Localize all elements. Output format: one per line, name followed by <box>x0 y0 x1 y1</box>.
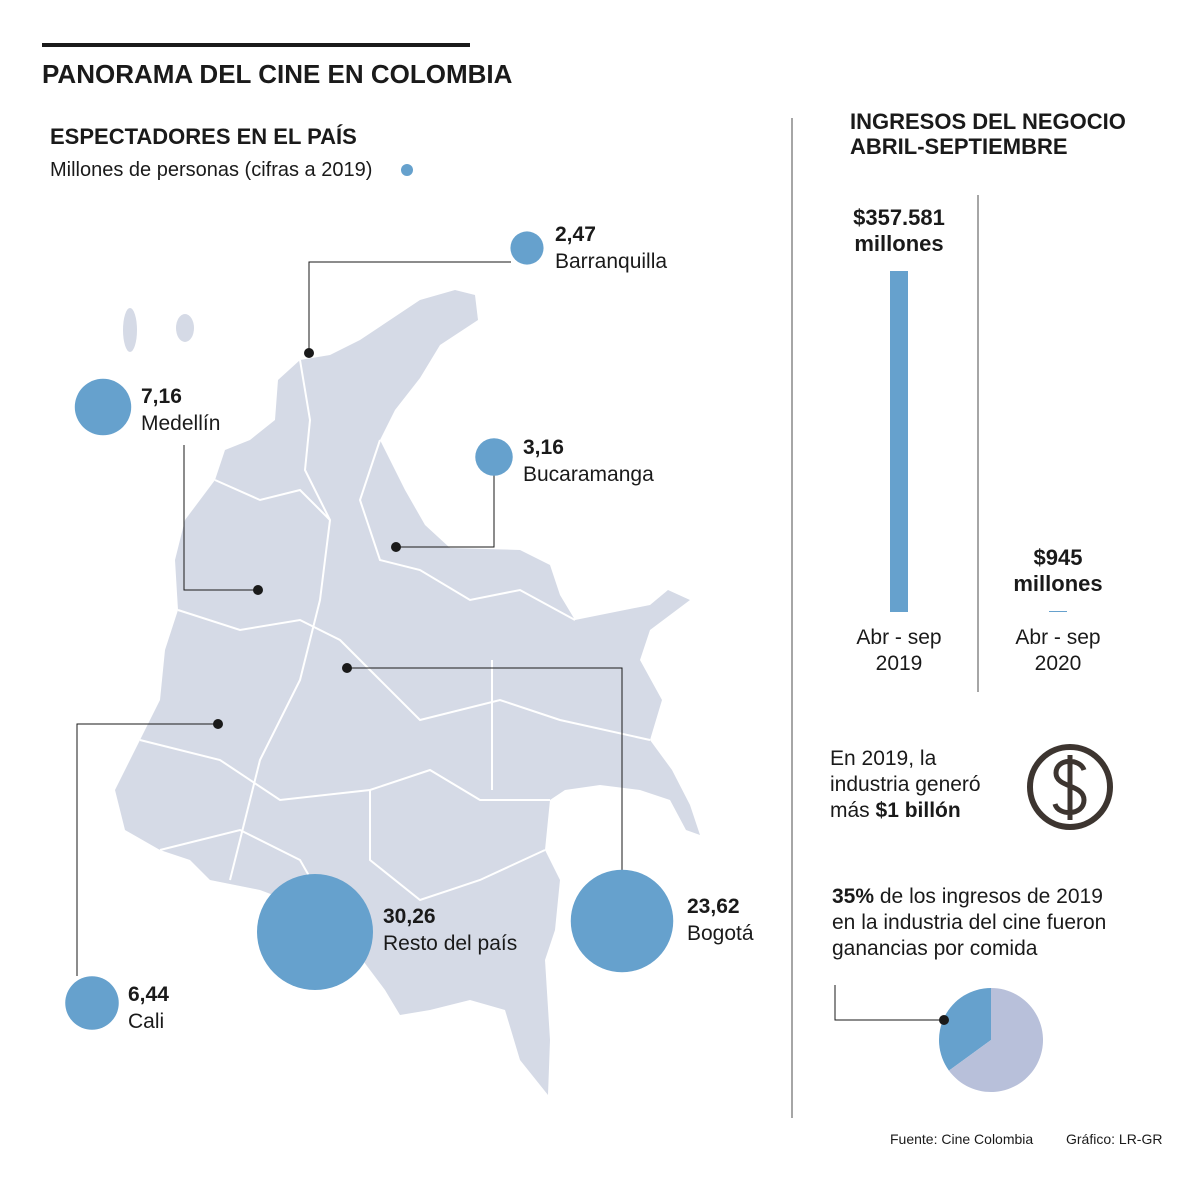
map-border <box>214 479 331 521</box>
map-island <box>176 314 194 342</box>
leader-line <box>183 445 258 591</box>
location-dot <box>213 719 223 729</box>
location-dot <box>304 348 314 358</box>
bubble <box>570 869 674 973</box>
subtitle: ABRIL-SEPTIEMBRE <box>850 134 1068 159</box>
value-label: 30,26 <box>383 905 436 928</box>
chart-title: PANORAMA DEL CINE EN COLOMBIA <box>42 59 513 89</box>
credit: Gráfico: LR-GR <box>1066 1131 1163 1147</box>
leader-line <box>834 985 944 1021</box>
subtitle-unit: Millones de personas (cifras a 2019) <box>50 159 373 181</box>
leader-line <box>347 667 623 873</box>
source: Fuente: Cine Colombia <box>890 1131 1034 1147</box>
pie-annotation: 35% de los ingresos de 2019 en la indust… <box>832 884 1132 962</box>
note-highlight: $1 billón <box>875 799 961 822</box>
annotation: de los ingresos de 2019 en la industria … <box>832 885 1107 960</box>
leader-line <box>308 261 511 353</box>
leader-line <box>76 723 218 976</box>
pie-slice <box>939 988 991 1071</box>
value-label: 6,44 <box>128 983 169 1006</box>
map-border <box>358 439 576 621</box>
subtitle: ESPECTADORES EN EL PAÍS <box>50 124 357 149</box>
category-label: Bogotá <box>687 922 754 945</box>
location-dot <box>342 663 352 673</box>
note: En 2019, la industria generó más $1 bill… <box>830 746 1008 824</box>
legend-dot <box>401 164 413 176</box>
title-rule <box>42 43 470 47</box>
value-label: $945 millones <box>1013 545 1103 596</box>
value-label: 2,47 <box>555 223 596 246</box>
value-label: 35% <box>832 885 875 908</box>
x-tick-label: Abr - sep 2020 <box>1015 626 1101 675</box>
location-dot <box>253 585 263 595</box>
map <box>115 290 700 1095</box>
map-country <box>115 290 700 1095</box>
value-label: 23,62 <box>687 895 740 918</box>
bubble <box>65 976 119 1030</box>
leader-line <box>396 475 495 548</box>
subtitle: INGRESOS DEL NEGOCIO <box>850 109 1126 134</box>
category-label: Medellín <box>141 412 221 435</box>
map-island <box>123 308 137 352</box>
value-label: 7,16 <box>141 385 182 408</box>
location-dot <box>391 542 401 552</box>
map-border <box>369 790 546 902</box>
dollar-icon-glyph <box>1052 755 1087 820</box>
dollar-icon <box>1027 744 1113 830</box>
map-borders <box>139 359 651 931</box>
bar <box>890 271 908 612</box>
category-label: Resto del país <box>383 932 518 955</box>
category-label: Cali <box>128 1010 165 1033</box>
note-text: En 2019, la industria generó más <box>830 747 981 822</box>
value-label: 3,16 <box>523 436 564 459</box>
bar <box>1049 611 1067 612</box>
value-label: $357.581 millones <box>853 205 945 256</box>
category-label: Bucaramanga <box>523 463 654 486</box>
map-border <box>177 609 651 741</box>
location-dot <box>939 1015 949 1025</box>
bubble <box>510 231 544 265</box>
pie-slice <box>948 988 1043 1092</box>
bubble <box>257 874 373 990</box>
map-border <box>229 359 332 881</box>
category-label: Barranquilla <box>555 250 668 273</box>
bubble <box>74 378 132 436</box>
x-tick-label: Abr - sep 2019 <box>856 626 942 675</box>
bubble <box>475 438 513 476</box>
